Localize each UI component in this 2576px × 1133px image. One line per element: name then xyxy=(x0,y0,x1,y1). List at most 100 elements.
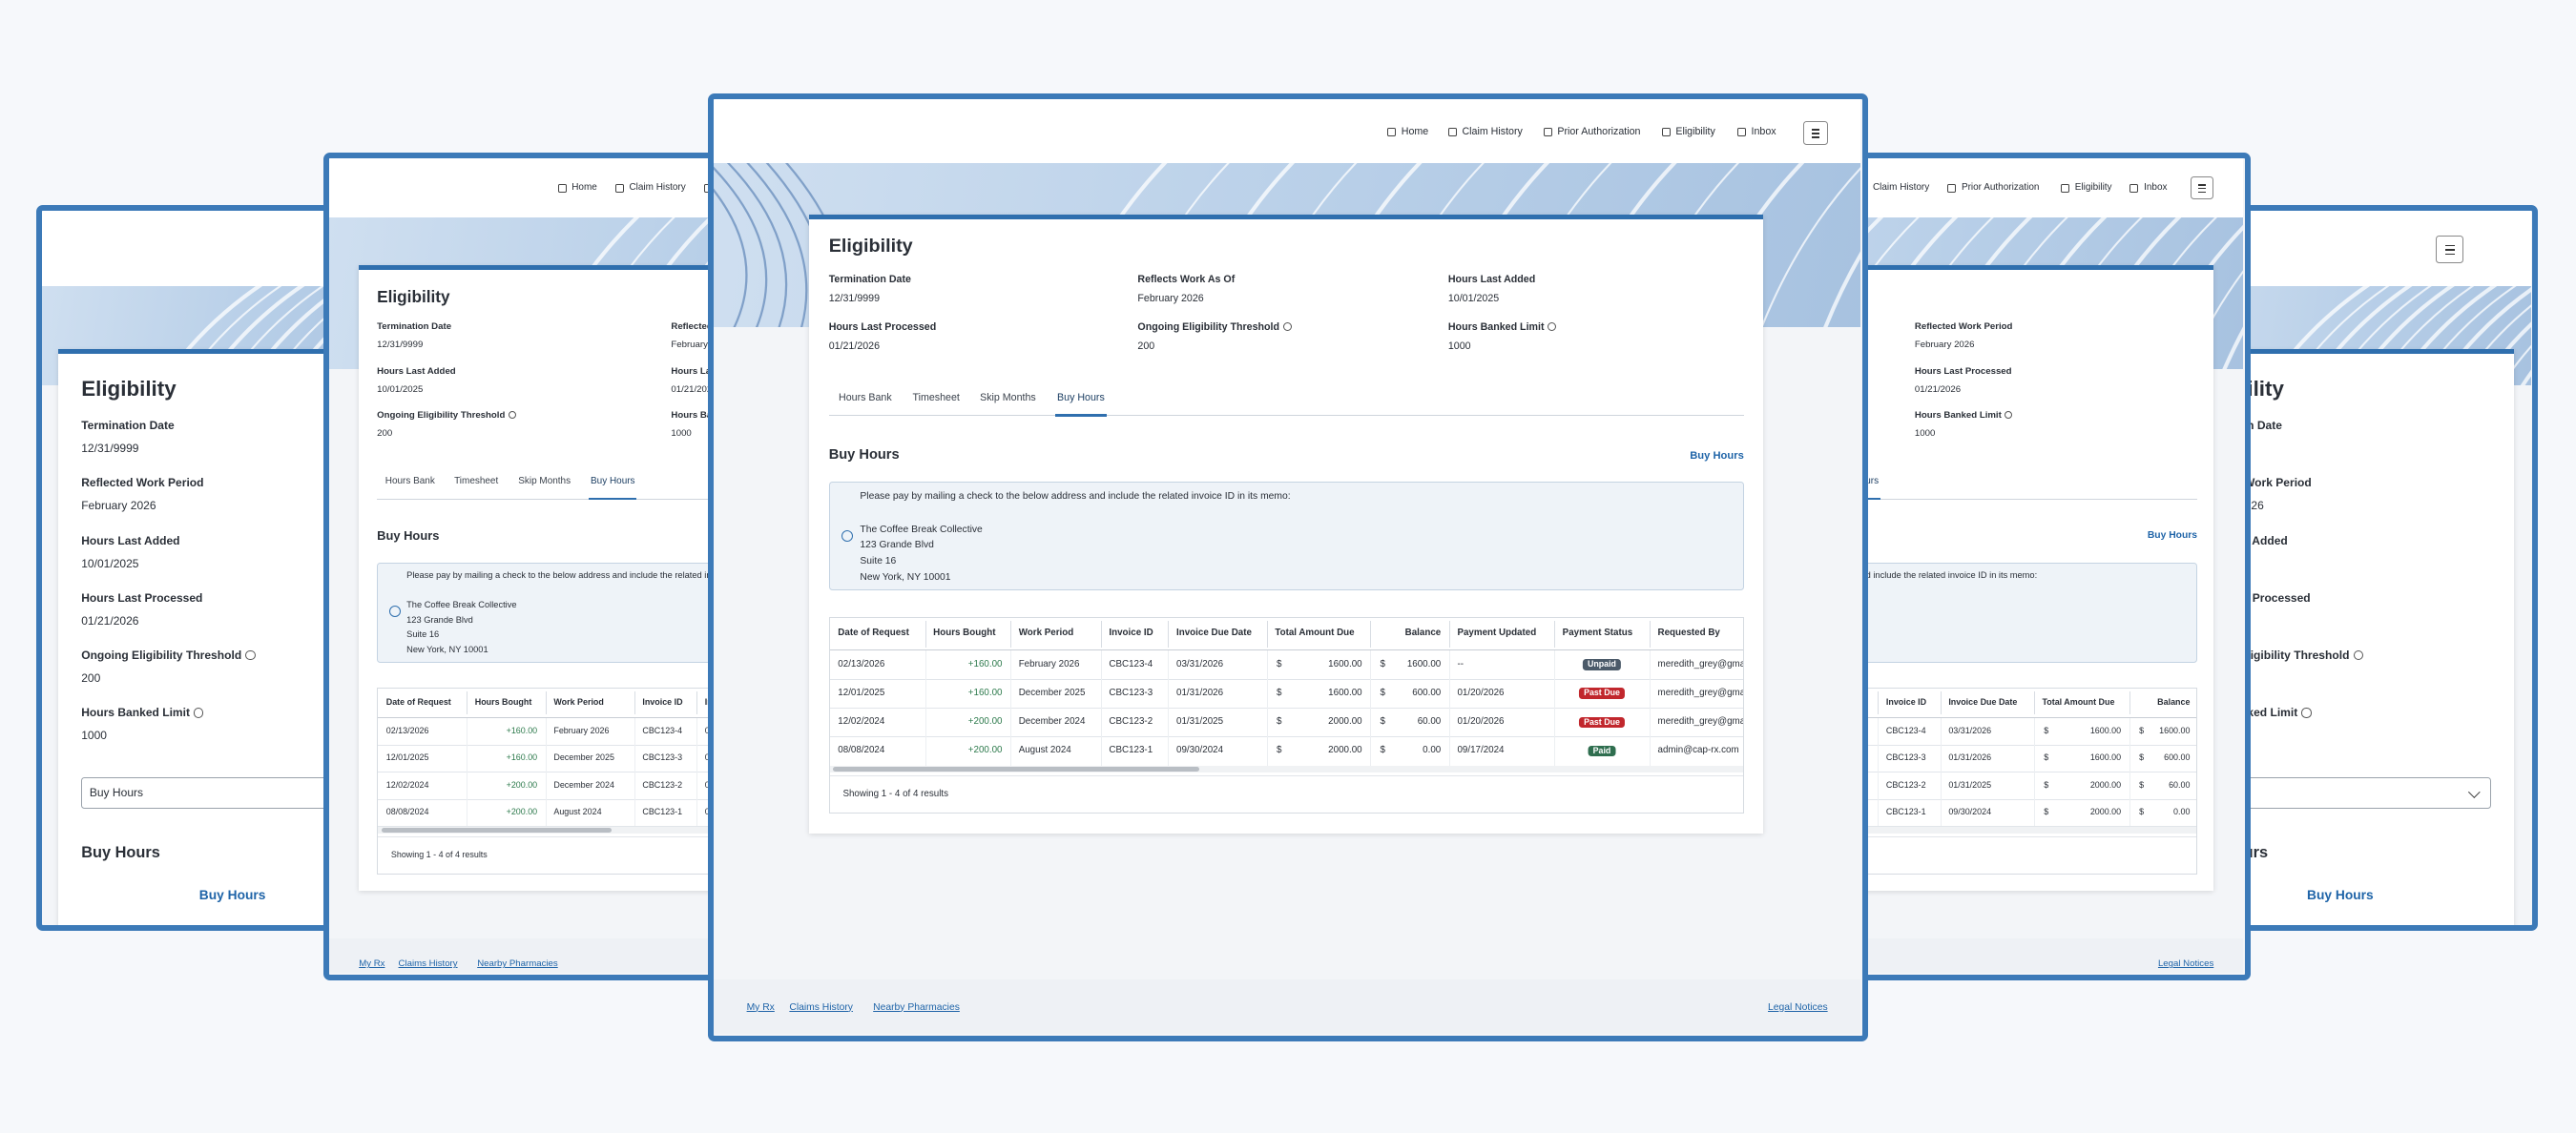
cell: December 2024 xyxy=(553,779,614,790)
column-divider xyxy=(1100,649,1102,680)
nav-link[interactable]: Eligibility xyxy=(1675,125,1715,137)
column-divider xyxy=(1940,798,1942,827)
info-icon xyxy=(508,410,516,420)
nav-link[interactable]: Claim History xyxy=(1872,181,1930,193)
column-divider xyxy=(1370,620,1372,648)
tab[interactable]: Timesheet xyxy=(912,391,960,403)
cell: 08/08/2024 xyxy=(385,807,429,817)
section-title: Buy Hours xyxy=(81,843,160,861)
amount: 1600.00 xyxy=(1406,658,1442,670)
tab[interactable]: Timesheet xyxy=(454,475,499,486)
field-value: 1000 xyxy=(1447,340,1471,353)
footer-link[interactable]: Legal Notices xyxy=(1768,1001,1828,1013)
scrollbar-track xyxy=(378,827,953,834)
column-header: Invoice ID xyxy=(1109,628,1153,639)
tab[interactable]: Skip Months xyxy=(518,475,571,486)
footer-link[interactable]: Nearby Pharmacies xyxy=(873,1001,960,1013)
nav-link[interactable]: Claim History xyxy=(1462,125,1523,137)
cell: CBC123-1 xyxy=(1109,745,1153,756)
menu-bar xyxy=(2444,253,2455,256)
tab[interactable]: Hours Bank xyxy=(839,391,892,403)
column-divider xyxy=(696,717,698,745)
cell: 01/31/2025 xyxy=(1176,715,1224,727)
column-header: Hours Bought xyxy=(933,628,996,639)
cell: December 2025 xyxy=(1018,687,1086,698)
nav-icon xyxy=(1447,128,1457,137)
field-value: 12/31/9999 xyxy=(81,442,139,456)
cell: 01/20/2026 xyxy=(1457,687,1505,698)
footer-link[interactable]: My Rx xyxy=(359,958,385,970)
field-label: Hours Banked Limit xyxy=(1915,410,2013,422)
column-header: Invoice Due Date xyxy=(1948,697,2018,708)
invoice-table: Date of Request Hours Bought Work Period In… xyxy=(828,616,1744,814)
currency-symbol: $ xyxy=(1380,687,1385,698)
nav-link[interactable]: Inbox xyxy=(1751,125,1776,137)
nav-link[interactable]: Home xyxy=(1401,125,1429,137)
column-divider xyxy=(1100,736,1102,766)
tab-select-value[interactable]: Buy Hours xyxy=(89,785,144,799)
currency-symbol: $ xyxy=(1380,745,1385,756)
buy-hours-link[interactable]: Buy Hours xyxy=(1690,449,1744,462)
amount: 600.00 xyxy=(2164,752,2191,763)
menu-bar xyxy=(2198,187,2207,190)
footer-link[interactable]: Nearby Pharmacies xyxy=(477,958,558,970)
field-value: February 2026 xyxy=(1137,293,1204,305)
menu-bar xyxy=(2198,191,2207,194)
hours-bought: +200.00 xyxy=(967,715,1003,727)
field-label: Reflected Work Period xyxy=(81,476,204,490)
hours-bought: +200.00 xyxy=(967,745,1003,756)
footer-link[interactable]: My Rx xyxy=(746,1001,775,1013)
cell: 03/31/2026 xyxy=(1176,658,1224,670)
column-header: Hours Bought xyxy=(474,697,532,708)
cell: December 2024 xyxy=(1018,715,1086,727)
field-label: Termination Date xyxy=(828,273,911,285)
buy-hours-button[interactable]: Buy Hours xyxy=(198,888,266,903)
cell: CBC123-3 xyxy=(1885,752,1926,763)
row-divider xyxy=(829,736,1743,738)
nav-link[interactable]: Inbox xyxy=(2144,181,2168,193)
currency-symbol: $ xyxy=(1380,658,1385,670)
nav-icon xyxy=(1543,128,1552,137)
menu-button[interactable] xyxy=(2191,176,2214,200)
column-divider xyxy=(1370,708,1372,737)
cell: 01/31/2026 xyxy=(1948,752,1992,763)
tab[interactable]: Buy Hours xyxy=(591,475,635,486)
column-divider xyxy=(1878,745,1880,772)
menu-button[interactable] xyxy=(2435,236,2463,264)
footer-link[interactable]: Legal Notices xyxy=(2157,958,2214,970)
tab[interactable]: Skip Months xyxy=(980,391,1036,403)
column-divider xyxy=(696,798,698,827)
currency-symbol: $ xyxy=(1277,715,1282,727)
nav-link[interactable]: Claim History xyxy=(629,181,686,193)
column-divider xyxy=(1940,772,1942,799)
column-divider xyxy=(1448,736,1450,766)
tab-active-indicator xyxy=(1055,413,1107,417)
row-divider xyxy=(378,798,953,800)
row-divider xyxy=(378,826,953,828)
column-divider xyxy=(1010,708,1011,737)
buy-hours-button[interactable]: Buy Hours xyxy=(2307,888,2374,903)
column-divider xyxy=(2033,772,2035,799)
header-row xyxy=(378,689,953,718)
footer-link[interactable]: Claims History xyxy=(398,958,458,970)
field-value: 10/01/2025 xyxy=(1447,293,1500,305)
menu-button[interactable] xyxy=(1802,120,1828,146)
column-divider xyxy=(1878,717,1880,745)
nav-icon xyxy=(1661,128,1671,137)
cell: 09/17/2024 xyxy=(1457,745,1505,756)
amount: 1600.00 xyxy=(1328,687,1362,698)
nav-link[interactable]: Eligibility xyxy=(2074,181,2112,193)
tab[interactable]: Hours Bank xyxy=(384,475,435,486)
buy-hours-link[interactable]: Buy Hours xyxy=(2147,530,2198,542)
field-label: Ongoing Eligibility Threshold xyxy=(377,410,516,422)
nav-link[interactable]: Prior Authorization xyxy=(1557,125,1641,137)
nav-link[interactable]: Home xyxy=(571,181,597,193)
nav-link[interactable]: Prior Authorization xyxy=(1961,181,2040,193)
column-divider xyxy=(1448,620,1450,648)
frame-canvas: Home Claim History Prior Authorization Elig… xyxy=(714,99,1862,1036)
tab[interactable]: Buy Hours xyxy=(1057,391,1105,403)
cell: 12/02/2024 xyxy=(838,715,885,727)
field-label: Termination Date xyxy=(377,321,452,333)
footer-link[interactable]: Claims History xyxy=(789,1001,853,1013)
